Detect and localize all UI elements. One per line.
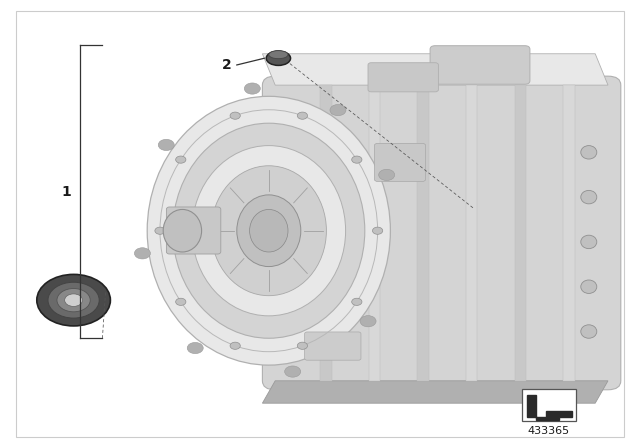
- Ellipse shape: [134, 248, 150, 259]
- Ellipse shape: [155, 227, 165, 234]
- Ellipse shape: [147, 96, 390, 365]
- Ellipse shape: [173, 123, 365, 338]
- Polygon shape: [527, 395, 572, 420]
- Ellipse shape: [237, 195, 301, 267]
- Ellipse shape: [352, 156, 362, 163]
- Ellipse shape: [298, 112, 308, 119]
- Ellipse shape: [175, 156, 186, 163]
- Ellipse shape: [581, 235, 597, 249]
- Ellipse shape: [250, 210, 288, 252]
- Bar: [522, 389, 576, 421]
- Ellipse shape: [372, 227, 383, 234]
- FancyBboxPatch shape: [166, 207, 221, 254]
- FancyBboxPatch shape: [374, 143, 426, 181]
- Bar: [466, 85, 477, 381]
- Ellipse shape: [298, 342, 308, 349]
- Ellipse shape: [57, 289, 90, 312]
- Ellipse shape: [581, 190, 597, 204]
- Bar: [369, 85, 380, 381]
- Ellipse shape: [188, 342, 204, 353]
- Ellipse shape: [360, 316, 376, 327]
- Ellipse shape: [163, 210, 202, 252]
- Ellipse shape: [581, 280, 597, 293]
- Bar: [417, 85, 429, 381]
- Ellipse shape: [230, 112, 240, 119]
- Bar: [320, 85, 332, 381]
- Ellipse shape: [266, 51, 291, 65]
- Ellipse shape: [37, 274, 111, 326]
- FancyBboxPatch shape: [262, 76, 621, 390]
- Ellipse shape: [48, 282, 99, 318]
- Ellipse shape: [352, 298, 362, 306]
- Text: 433365: 433365: [528, 426, 570, 436]
- Ellipse shape: [285, 366, 301, 377]
- Polygon shape: [262, 381, 608, 403]
- Ellipse shape: [269, 51, 288, 59]
- Bar: [515, 85, 526, 381]
- Ellipse shape: [175, 298, 186, 306]
- Ellipse shape: [581, 325, 597, 338]
- Bar: [563, 85, 575, 381]
- FancyBboxPatch shape: [430, 46, 530, 84]
- Ellipse shape: [379, 169, 395, 181]
- Ellipse shape: [244, 83, 260, 94]
- Text: 1: 1: [61, 185, 71, 198]
- Ellipse shape: [65, 294, 83, 306]
- Ellipse shape: [158, 139, 174, 151]
- Ellipse shape: [192, 146, 346, 316]
- Ellipse shape: [330, 104, 346, 116]
- Ellipse shape: [230, 342, 240, 349]
- Ellipse shape: [211, 166, 326, 296]
- FancyBboxPatch shape: [305, 332, 361, 360]
- FancyBboxPatch shape: [368, 63, 438, 92]
- Polygon shape: [262, 54, 608, 85]
- Ellipse shape: [581, 146, 597, 159]
- Text: 2: 2: [222, 58, 232, 72]
